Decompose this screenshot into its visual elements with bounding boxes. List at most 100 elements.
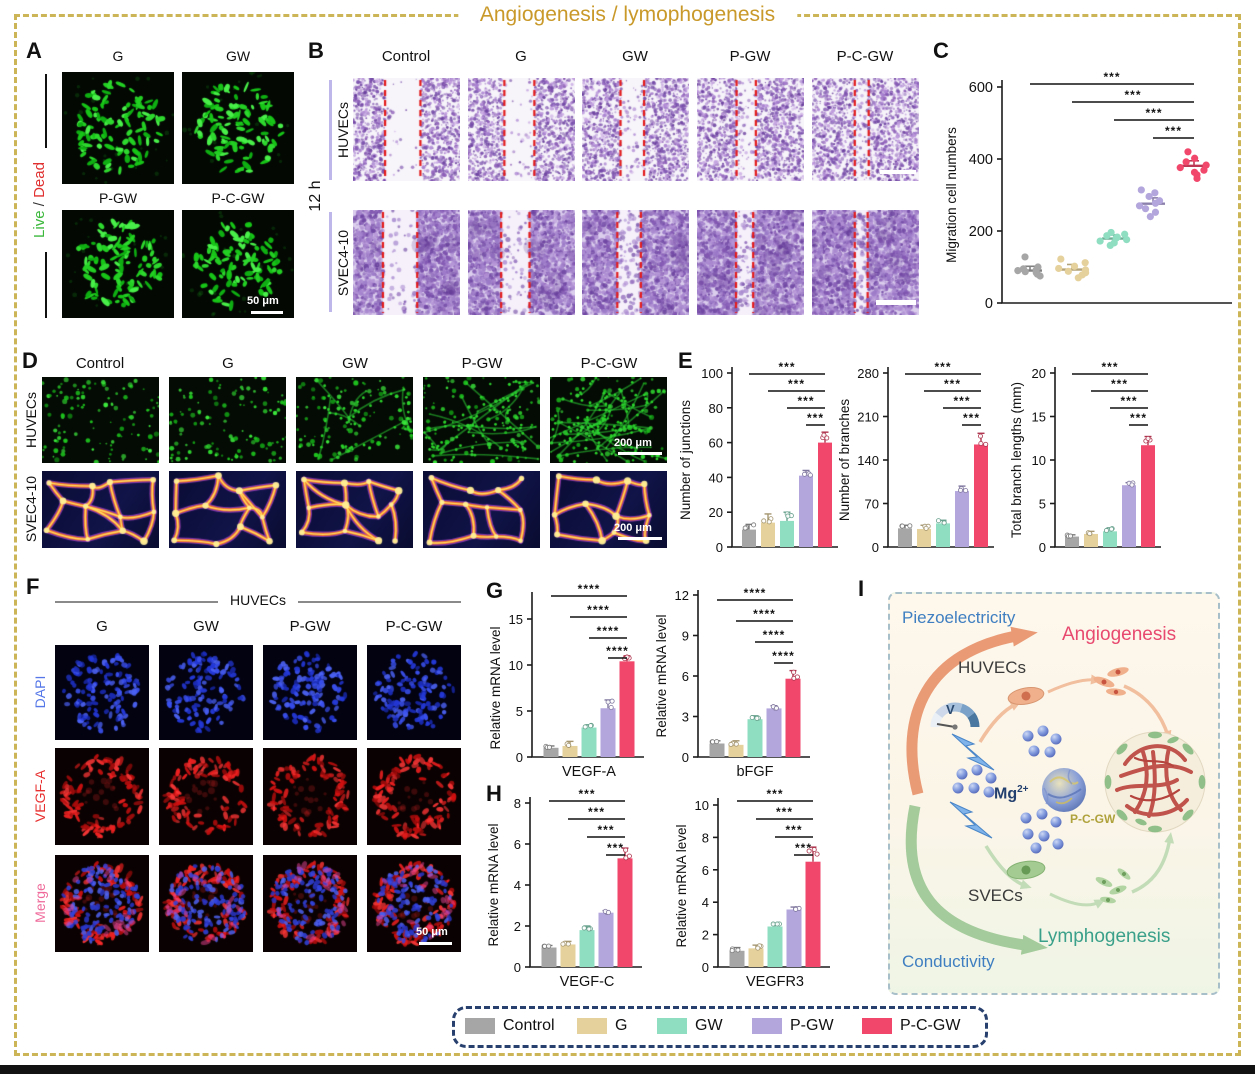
panel-a-col-gw: GW [225, 48, 251, 64]
mg-ions-icon [952, 725, 1064, 854]
micrograph-f-merge-pgw [263, 855, 357, 952]
micrograph-d-svec-control [42, 471, 159, 548]
lightning-icon [949, 733, 995, 839]
panel-f-col-pcgw: P-C-GW [385, 618, 443, 635]
micrograph-d-svec-pcgw [550, 471, 667, 548]
micrograph-b-huvecs-control [353, 78, 460, 181]
live-dead-bracket-top [45, 74, 47, 148]
micrograph-d-svec-g [169, 471, 286, 548]
panel-d-col-g: G [222, 355, 234, 372]
micrograph-d-huvecs-control [42, 377, 159, 463]
panel-i-letter: I [858, 576, 865, 601]
panel-f-letter: F [26, 574, 40, 599]
micrograph-f-merge-pcgw [367, 855, 461, 952]
panel-b-letter: B [308, 38, 324, 63]
legend-label-control: Control [503, 1017, 555, 1034]
micrograph-f-dapi-g [55, 645, 149, 740]
arrow-to-svec-icon [984, 845, 1032, 890]
lymphogenesis-label: Lymphogenesis [1038, 926, 1171, 947]
panel-b-row-huvecs: HUVECs [335, 102, 351, 159]
micrograph-b-svec-g [468, 210, 575, 315]
panel-b-col-pgw: P-GW [729, 48, 771, 65]
panel-d-scalebar-bottom [618, 537, 662, 540]
micrograph-a-pcgw [182, 210, 294, 318]
panel-b-row1-tick [329, 80, 332, 180]
svec-cell-icon [1006, 860, 1046, 880]
micrograph-b-huvecs-pcgw [812, 78, 919, 181]
legend-label-pcgw: P-C-GW [900, 1017, 961, 1034]
legend-swatch-control [465, 1018, 495, 1034]
panel-b-time-label: 12 h [307, 180, 324, 212]
huvec-cell-icon [1007, 687, 1045, 705]
panel-b-row-svec: SVEC4-10 [335, 229, 351, 297]
micrograph-f-dapi-pgw [263, 645, 357, 740]
legend-label-pgw: P-GW [790, 1017, 834, 1034]
micrograph-a-gw [182, 72, 294, 184]
microsphere-icon [1042, 768, 1086, 812]
panel-b-col-g: G [515, 48, 527, 65]
panel-a-col-pcgw: P-C-GW [211, 190, 265, 206]
arrow-cells-to-vessels-icon [1123, 684, 1172, 742]
panel-d-scalebar-top [618, 452, 662, 455]
mechanism-graphics [905, 626, 1206, 955]
panel-f-header: HUVECs [229, 592, 286, 608]
panel-b-col-gw: GW [622, 48, 648, 65]
conductivity-label: Conductivity [902, 952, 995, 971]
legend [452, 1006, 988, 1048]
panel-b-row2-tick [329, 212, 332, 312]
panel-a-scalebar [251, 311, 283, 314]
piezoelectricity-label: Piezoelectricity [902, 608, 1016, 627]
panel-d-col-pgw: P-GW [461, 355, 503, 372]
panel-g-letter: G [486, 578, 504, 603]
live-dead-label: Live / Dead [30, 130, 50, 270]
panel-f-header-line-left [55, 601, 218, 603]
micrograph-f-dapi-pcgw [367, 645, 461, 740]
panel-b-col-control: Control [381, 48, 431, 65]
micrograph-f-vegfa-pcgw [367, 748, 461, 845]
figure-title: Angiogenesis / lymophogenesis [457, 0, 798, 30]
huvecs-label: HUVECs [958, 658, 1027, 677]
panel-b-col-pcgw: P-C-GW [836, 48, 894, 65]
micrograph-f-vegfa-gw [159, 748, 253, 845]
arrow-to-huvec-icon [978, 701, 1022, 743]
panel-f-row-dapi: DAPI [32, 675, 48, 709]
panel-d-row-svec: SVEC4-10 [23, 475, 39, 543]
micrograph-a-g [62, 72, 174, 184]
micrograph-d-huvecs-g [169, 377, 286, 463]
micrograph-a-pgw [62, 210, 174, 318]
panel-a-scalebar-label: 50 μm [247, 295, 279, 307]
panel-d-scalebar-label-bottom: 200 μm [614, 522, 652, 534]
legend-label-g: G [615, 1017, 628, 1034]
panel-d-col-pcgw: P-C-GW [580, 355, 638, 372]
micrograph-f-vegfa-g [55, 748, 149, 845]
panel-c-letter: C [933, 38, 949, 63]
panel-d-letter: D [22, 348, 38, 373]
legend-label-gw: GW [695, 1017, 723, 1034]
page-bottom-rule [0, 1065, 1255, 1074]
voltmeter-icon [930, 702, 980, 730]
micrograph-f-merge-g [55, 855, 149, 952]
legend-swatch-gw [657, 1018, 687, 1034]
micrograph-b-svec-gw [582, 210, 689, 315]
micrograph-b-huvecs-pgw [697, 78, 804, 181]
legend-swatch-pcgw [862, 1018, 892, 1034]
panel-f-header-line-right [298, 601, 461, 603]
micrograph-b-svec-pcgw [812, 210, 919, 315]
piezo-arrow [906, 626, 1038, 796]
panel-e-letter: E [678, 348, 693, 373]
vessel-network-icon [1104, 731, 1206, 833]
mechanism-schematic [888, 592, 1220, 995]
micrograph-b-svec-pgw [697, 210, 804, 315]
panel-f-row-merge: Merge [32, 883, 48, 923]
panel-f-col-pgw: P-GW [289, 618, 331, 635]
mg-superscript: 2+ [1017, 784, 1029, 795]
panel-a-letter: A [26, 38, 42, 63]
conductivity-arrow [905, 804, 1048, 955]
micrograph-b-huvecs-g [468, 78, 575, 181]
panel-f-scalebar-label: 50 μm [416, 926, 448, 938]
svecs-label: SVECs [968, 886, 1023, 905]
dead-label: Dead [31, 162, 48, 198]
live-label: Live [31, 210, 48, 238]
panel-b-scalebar-top [880, 170, 916, 174]
